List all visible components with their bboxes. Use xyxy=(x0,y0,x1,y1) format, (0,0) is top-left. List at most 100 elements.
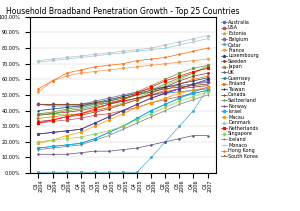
Australia xyxy=(107,101,111,104)
Singapore xyxy=(206,91,209,93)
Hong Kong xyxy=(107,64,111,66)
Taiwan xyxy=(93,101,97,104)
UK xyxy=(178,137,181,140)
Switzerland xyxy=(192,72,195,74)
Switzerland xyxy=(65,109,68,112)
Luxembourg xyxy=(107,116,111,118)
Canada xyxy=(37,114,40,116)
France xyxy=(178,61,181,64)
Belgium xyxy=(149,87,153,90)
Macau xyxy=(149,101,153,104)
Macau xyxy=(178,92,181,95)
Norway xyxy=(135,103,139,106)
UK xyxy=(37,153,40,156)
Japan xyxy=(164,78,167,81)
Norway xyxy=(206,80,209,82)
Qatar xyxy=(107,171,111,173)
Singapore xyxy=(93,133,97,135)
Iceland xyxy=(107,134,111,137)
Finland xyxy=(192,78,195,81)
UK xyxy=(121,148,125,151)
Qatar xyxy=(79,171,83,173)
Switzerland xyxy=(149,89,153,92)
Estonia xyxy=(121,101,125,104)
Denmark xyxy=(149,47,153,49)
Australia xyxy=(121,100,125,103)
Guernsey xyxy=(192,91,195,93)
Line: Qatar: Qatar xyxy=(38,88,208,173)
Belgium xyxy=(65,103,68,106)
Luxembourg xyxy=(51,131,54,134)
Switzerland xyxy=(178,77,181,79)
Luxembourg xyxy=(149,97,153,99)
Iceland xyxy=(206,94,209,96)
Norway xyxy=(149,97,153,99)
Norway xyxy=(164,92,167,95)
Estonia xyxy=(37,112,40,115)
Monaco xyxy=(192,41,195,43)
Israel xyxy=(51,145,54,148)
Australia xyxy=(65,105,68,107)
Line: Guernsey: Guernsey xyxy=(38,86,208,149)
Norway xyxy=(121,109,125,112)
Guernsey xyxy=(93,137,97,140)
Singapore xyxy=(37,141,40,143)
Switzerland xyxy=(164,83,167,85)
Line: Finland: Finland xyxy=(38,75,208,119)
Line: Israel: Israel xyxy=(38,89,208,149)
USA xyxy=(37,122,40,124)
USA xyxy=(121,109,125,112)
Guernsey xyxy=(51,145,54,148)
Monaco xyxy=(178,44,181,46)
Israel xyxy=(206,89,209,92)
Qatar xyxy=(164,141,167,143)
Canada xyxy=(178,87,181,90)
Japan xyxy=(79,106,83,109)
Guernsey xyxy=(206,86,209,88)
Finland xyxy=(107,106,111,109)
Netherlands xyxy=(37,122,40,124)
Finland xyxy=(178,83,181,85)
Belgium xyxy=(192,83,195,85)
Sweden xyxy=(135,98,139,101)
Taiwan xyxy=(79,105,83,107)
USA xyxy=(135,106,139,109)
Estonia xyxy=(178,78,181,81)
Finland xyxy=(206,75,209,77)
Netherlands xyxy=(192,70,195,73)
Macau xyxy=(135,106,139,109)
Qatar xyxy=(192,109,195,112)
Qatar xyxy=(149,156,153,159)
Guernsey xyxy=(37,147,40,149)
Sweden xyxy=(65,116,68,118)
Monaco xyxy=(65,58,68,60)
Luxembourg xyxy=(121,109,125,112)
Switzerland xyxy=(37,114,40,116)
Luxembourg xyxy=(178,87,181,90)
Canada xyxy=(51,112,54,115)
Netherlands xyxy=(121,98,125,101)
Switzerland xyxy=(79,108,83,110)
Hong Kong xyxy=(192,50,195,53)
Switzerland xyxy=(93,105,97,107)
Taiwan xyxy=(206,77,209,79)
Line: Canada: Canada xyxy=(38,85,208,116)
Belgium xyxy=(107,97,111,99)
Luxembourg xyxy=(93,122,97,124)
Finland xyxy=(51,116,54,118)
UK xyxy=(206,134,209,137)
Netherlands xyxy=(206,67,209,70)
Netherlands xyxy=(178,75,181,77)
Monaco xyxy=(135,50,139,53)
Finland xyxy=(164,89,167,92)
Norway xyxy=(93,122,97,124)
Denmark xyxy=(121,50,125,53)
Sweden xyxy=(37,120,40,123)
Estonia xyxy=(51,112,54,115)
Singapore xyxy=(178,100,181,103)
Iceland xyxy=(178,103,181,106)
South Korea xyxy=(121,97,125,99)
Line: Netherlands: Netherlands xyxy=(38,67,208,124)
Hong Kong xyxy=(206,47,209,49)
Taiwan xyxy=(121,95,125,98)
